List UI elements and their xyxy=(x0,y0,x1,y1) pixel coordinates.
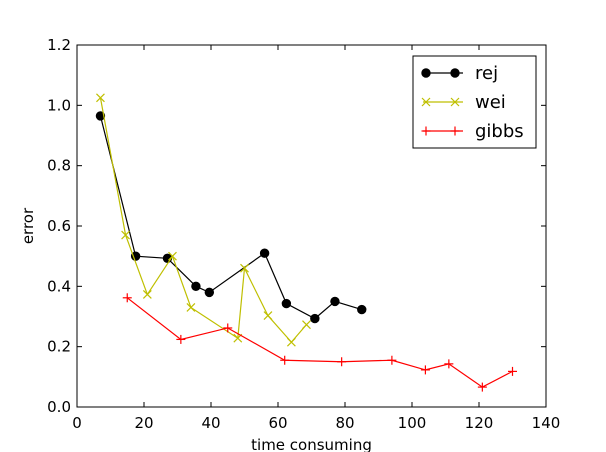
data-point-wei xyxy=(302,320,311,330)
data-point-wei xyxy=(186,303,196,312)
data-point-wei xyxy=(240,263,249,273)
legend-label: rej xyxy=(475,63,498,84)
marker-stroke xyxy=(286,337,296,347)
marker-stroke xyxy=(142,290,152,299)
legend-item-gibbs: gibbs xyxy=(421,121,524,142)
marker-stroke xyxy=(96,93,105,103)
series-layer xyxy=(95,93,517,392)
data-point-rej xyxy=(259,248,270,258)
x-tick-label: 60 xyxy=(268,414,287,432)
x-tick-label: 80 xyxy=(335,414,354,432)
x-tick-label: 40 xyxy=(201,414,220,432)
data-point-wei xyxy=(121,230,130,240)
marker-stroke xyxy=(421,97,431,107)
legend-marker xyxy=(421,97,431,107)
data-point-gibbs xyxy=(477,382,487,392)
data-point-rej xyxy=(204,287,215,298)
legend-marker xyxy=(450,126,460,136)
y-tick-label: 0.0 xyxy=(47,398,71,416)
data-point-gibbs xyxy=(176,334,186,344)
series-line-wei xyxy=(99,97,307,344)
legend-marker xyxy=(421,68,431,78)
data-point-rej xyxy=(95,111,106,121)
x-tick-label: 140 xyxy=(532,414,561,432)
data-point-gibbs xyxy=(280,355,290,365)
data-point-gibbs xyxy=(420,365,430,375)
y-tick-label: 0.4 xyxy=(47,277,71,295)
axis-ticks xyxy=(76,44,547,408)
legend-marker xyxy=(450,68,460,78)
series-line-rej xyxy=(99,115,362,320)
y-axis-title: error xyxy=(19,207,37,244)
data-point-wei xyxy=(168,251,177,261)
marker-stroke xyxy=(263,311,273,321)
data-point-rej xyxy=(357,304,367,315)
legend-item-rej: rej xyxy=(421,63,498,84)
data-point-rej xyxy=(330,296,340,307)
data-point-rej xyxy=(310,313,320,324)
legend-marker xyxy=(450,97,460,107)
data-point-gibbs xyxy=(387,355,397,365)
y-tick-label: 0.8 xyxy=(47,157,71,175)
marker-stroke xyxy=(240,263,249,273)
legend-marker xyxy=(421,126,431,136)
legend: rej wei gibbs xyxy=(412,55,537,149)
data-point-wei xyxy=(96,93,105,103)
y-tick-label: 1.2 xyxy=(47,36,71,54)
legend-label: wei xyxy=(475,92,506,113)
y-tick-label: 0.6 xyxy=(47,217,71,235)
x-tick-label: 100 xyxy=(398,414,427,432)
marker-stroke xyxy=(121,230,130,240)
series-line-gibbs xyxy=(126,297,513,388)
y-tick-label: 0.2 xyxy=(47,338,71,356)
data-point-rej xyxy=(281,298,292,309)
marker-stroke xyxy=(168,251,177,261)
data-point-gibbs xyxy=(337,357,347,367)
y-tick-label: 1.0 xyxy=(47,96,71,114)
data-point-rej xyxy=(191,281,201,292)
series-gibbs xyxy=(122,293,517,392)
data-point-wei xyxy=(142,290,152,299)
x-tick-label: 120 xyxy=(465,414,494,432)
data-point-wei xyxy=(263,311,273,321)
marker-stroke xyxy=(186,303,196,312)
x-tick-label: 20 xyxy=(134,414,153,432)
marker-stroke xyxy=(450,97,460,107)
series-rej xyxy=(95,111,367,324)
x-tick-label: 0 xyxy=(72,414,82,432)
data-point-gibbs xyxy=(444,359,454,369)
data-point-gibbs xyxy=(223,323,233,333)
data-point-wei xyxy=(286,337,296,347)
marker-stroke xyxy=(302,320,311,330)
legend-label: gibbs xyxy=(475,121,524,142)
data-point-gibbs xyxy=(508,366,517,376)
data-point-gibbs xyxy=(122,293,132,303)
legend-item-wei: wei xyxy=(421,92,506,113)
tick-labels: 0 20 40 60 80 100 120 140 0.0 0.2 0.4 0.6 0.8 1.0 1.2 xyxy=(47,36,560,432)
x-axis-title: time consuming xyxy=(251,436,372,452)
